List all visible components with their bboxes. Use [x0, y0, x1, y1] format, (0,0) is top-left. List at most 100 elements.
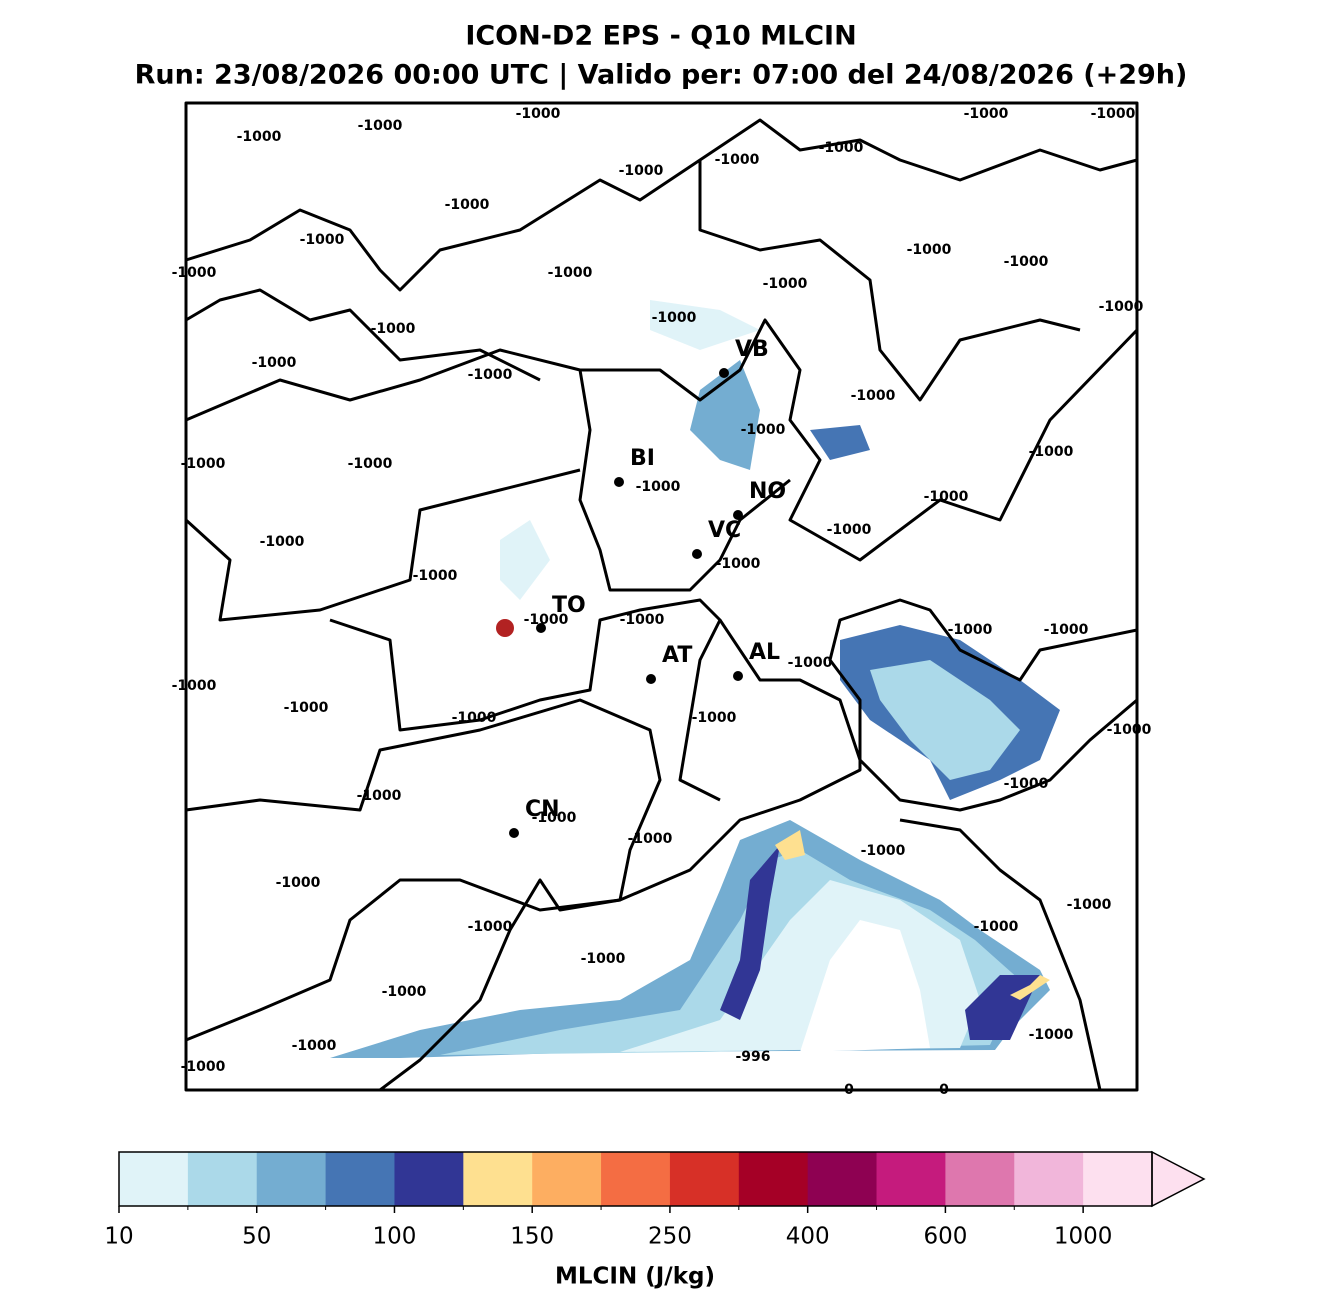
contour-label: -996 — [735, 1049, 770, 1065]
contour-label: -1000 — [1044, 622, 1089, 638]
contour-label: -1000 — [382, 984, 427, 1000]
contour-label: -1000 — [861, 843, 906, 859]
contour-label: -1000 — [300, 232, 345, 248]
contour-label: -1000 — [788, 655, 833, 671]
contour-label: -1000 — [413, 568, 458, 584]
colorbar-bin — [807, 1152, 878, 1206]
shading — [330, 300, 1060, 1058]
contour-label: -1000 — [692, 710, 737, 726]
contour-label: -1000 — [371, 321, 416, 337]
contour-label: -1000 — [1004, 776, 1049, 792]
contour-label: -1000 — [827, 522, 872, 538]
contour-label: -1000 — [181, 456, 226, 472]
contour-label: -1000 — [524, 612, 569, 628]
contour-label: 0 — [844, 1082, 854, 1098]
contour-label: -1000 — [948, 622, 993, 638]
contour-label: -1000 — [581, 951, 626, 967]
colorbar-tick-label: 400 — [786, 1224, 830, 1250]
contour-label: -1000 — [252, 355, 297, 371]
contour-label: -1000 — [619, 163, 664, 179]
contour-label: -1000 — [819, 140, 864, 156]
contour-label: -1000 — [260, 534, 305, 550]
contour-label: -1000 — [452, 710, 497, 726]
city-label: CN — [525, 797, 560, 822]
colorbar-label: MLCIN (J/kg) — [555, 1264, 715, 1290]
location-marker — [496, 619, 514, 637]
subtitle: Run: 23/08/2026 00:00 UTC | Valido per: … — [135, 60, 1188, 91]
contour-label: -1000 — [620, 612, 665, 628]
contour-label: -1000 — [348, 456, 393, 472]
city-dot — [692, 549, 702, 559]
contour-label: -1000 — [652, 310, 697, 326]
contour-label: -1000 — [292, 1038, 337, 1054]
contour-label: -1000 — [907, 242, 952, 258]
contour-label: -1000 — [1067, 897, 1112, 913]
city-label: VB — [735, 337, 769, 362]
city-label: VC — [708, 518, 741, 543]
contour-label: -1000 — [172, 265, 217, 281]
colorbar-bin — [463, 1152, 533, 1206]
contour-label: -1000 — [1004, 254, 1049, 270]
city-dot — [509, 828, 519, 838]
colorbar-bin — [394, 1152, 464, 1206]
city-label: AT — [662, 643, 692, 668]
contour-label: -1000 — [284, 700, 329, 716]
contour-label: -1000 — [468, 919, 513, 935]
contour-label: -1000 — [532, 810, 577, 826]
contour-label: -1000 — [357, 788, 402, 804]
colorbar: 10 50 100 150 250 400 600 1000 — [104, 1150, 1206, 1250]
contour-label: -1000 — [851, 388, 896, 404]
city-dot — [614, 477, 624, 487]
contour-label: -1000 — [548, 265, 593, 281]
city-dot — [536, 623, 546, 633]
contour-label: -1000 — [1029, 1027, 1074, 1043]
city-dot — [733, 510, 743, 520]
colorbar-bin — [876, 1152, 946, 1206]
contour-label: -1000 — [636, 479, 681, 495]
contour-label: -1000 — [716, 556, 761, 572]
contour-label: -1000 — [924, 489, 969, 505]
colorbar-bin — [119, 1152, 189, 1206]
colorbar-bin — [738, 1152, 809, 1206]
contour-label: -1000 — [172, 678, 217, 694]
city-label: NO — [749, 479, 786, 504]
contour-label: -1000 — [516, 106, 561, 122]
city-dot — [733, 671, 743, 681]
contour-label: -1000 — [628, 831, 673, 847]
contour-label: -1000 — [276, 875, 321, 891]
contour-label: 0 — [939, 1082, 949, 1098]
contour-label: -1000 — [1091, 106, 1136, 122]
colorbar-bin — [325, 1152, 395, 1206]
contour-label: -1000 — [715, 152, 760, 168]
colorbar-tick-label: 10 — [104, 1224, 133, 1250]
colorbar-bin — [256, 1152, 327, 1206]
title: ICON-D2 EPS - Q10 MLCIN — [465, 21, 856, 52]
colorbar-tick-label: 150 — [510, 1224, 554, 1250]
contour-label: -1000 — [358, 118, 403, 134]
colorbar-tick-label: 50 — [242, 1224, 271, 1250]
colorbar-bin — [669, 1152, 740, 1206]
cities: VB BI NO VC TO AT AL CN — [509, 337, 786, 838]
contour-label: -1000 — [445, 197, 490, 213]
colorbar-extension — [1151, 1150, 1206, 1208]
borders — [184, 101, 1139, 1092]
contour-label: -1000 — [974, 919, 1019, 935]
contour-label: -1000 — [763, 276, 808, 292]
colorbar-tick-label: 1000 — [1054, 1224, 1113, 1250]
colorbar-bin — [1014, 1152, 1084, 1206]
city-label: TO — [552, 593, 586, 618]
contour-label: -1000 — [741, 422, 786, 438]
colorbar-tick-label: 250 — [648, 1224, 692, 1250]
colorbar-bin — [1083, 1152, 1153, 1206]
contour-label: -1000 — [1029, 444, 1074, 460]
colorbar-bin — [532, 1152, 602, 1206]
colorbar-bin — [945, 1152, 1015, 1206]
colorbar-bin — [601, 1152, 671, 1206]
contour-label: -1000 — [964, 106, 1009, 122]
colorbar-bin — [187, 1152, 258, 1206]
city-dot — [646, 674, 656, 684]
contour-label: -1000 — [237, 129, 282, 145]
colorbar-frame — [118, 1151, 1153, 1207]
contour-label: -1000 — [1099, 299, 1144, 315]
